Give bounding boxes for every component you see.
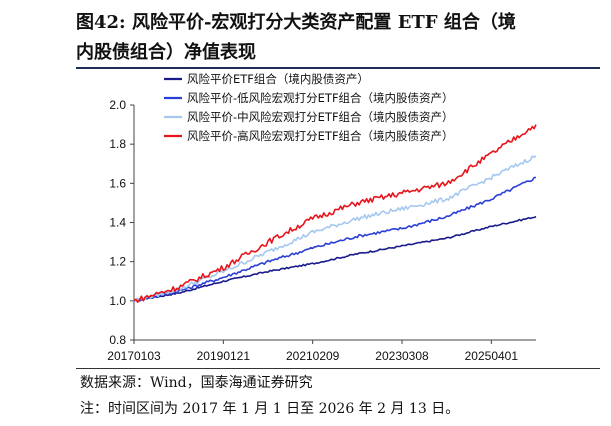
- legend-label-3: 风险平价-中风险宏观打分ETF组合（境内股债资产）: [187, 110, 454, 124]
- y-tick-label: 1.4: [109, 216, 126, 230]
- legend-label-2: 风险平价-低风险宏观打分ETF组合（境内股债资产）: [187, 91, 454, 105]
- x-tick-label: 20230308: [375, 349, 429, 363]
- y-tick-label: 2.0: [109, 98, 126, 112]
- legend-label-1: 风险平价ETF组合（境内股债资产）: [187, 72, 369, 86]
- x-tick-label: 20170103: [107, 349, 161, 363]
- series-line-1: [133, 215, 537, 302]
- figure-title-line-2: 内股债组合）净值表现: [76, 42, 256, 63]
- x-tick-label: 20210209: [286, 349, 340, 363]
- x-tick-label: 20190121: [197, 349, 251, 363]
- series-line-4: [133, 124, 537, 303]
- y-tick-label: 1.0: [109, 294, 126, 308]
- nav-line-chart: 2.0 1.8 1.6 1.4 1.2 1.0 0.8 20170103 20190121 202…: [107, 72, 537, 363]
- x-tick-label: 20250401: [465, 349, 519, 363]
- y-tick-label: 1.6: [109, 176, 126, 190]
- series-line-3: [133, 155, 537, 302]
- title-divider: [76, 67, 600, 69]
- figure-title-line-1: 图42: 风险平价-宏观打分大类资产配置 ETF 组合（境: [76, 12, 516, 33]
- legend-label-4: 风险平价-高风险宏观打分ETF组合（境内股债资产）: [187, 129, 454, 143]
- y-tick-label: 1.8: [109, 137, 126, 151]
- data-source-note: 数据来源：Wind，国泰海通证券研究: [80, 375, 313, 391]
- footer-divider: [76, 368, 600, 369]
- y-tick-label: 1.2: [109, 255, 126, 269]
- series-line-2: [133, 176, 536, 303]
- y-tick-label: 0.8: [109, 333, 126, 347]
- figure-title: 图42: 风险平价-宏观打分大类资产配置 ETF 组合（境 内股债组合）净值表现: [76, 8, 600, 68]
- period-note: 注：时间区间为 2017 年 1 月 1 日至 2026 年 2 月 13 日。: [80, 401, 460, 417]
